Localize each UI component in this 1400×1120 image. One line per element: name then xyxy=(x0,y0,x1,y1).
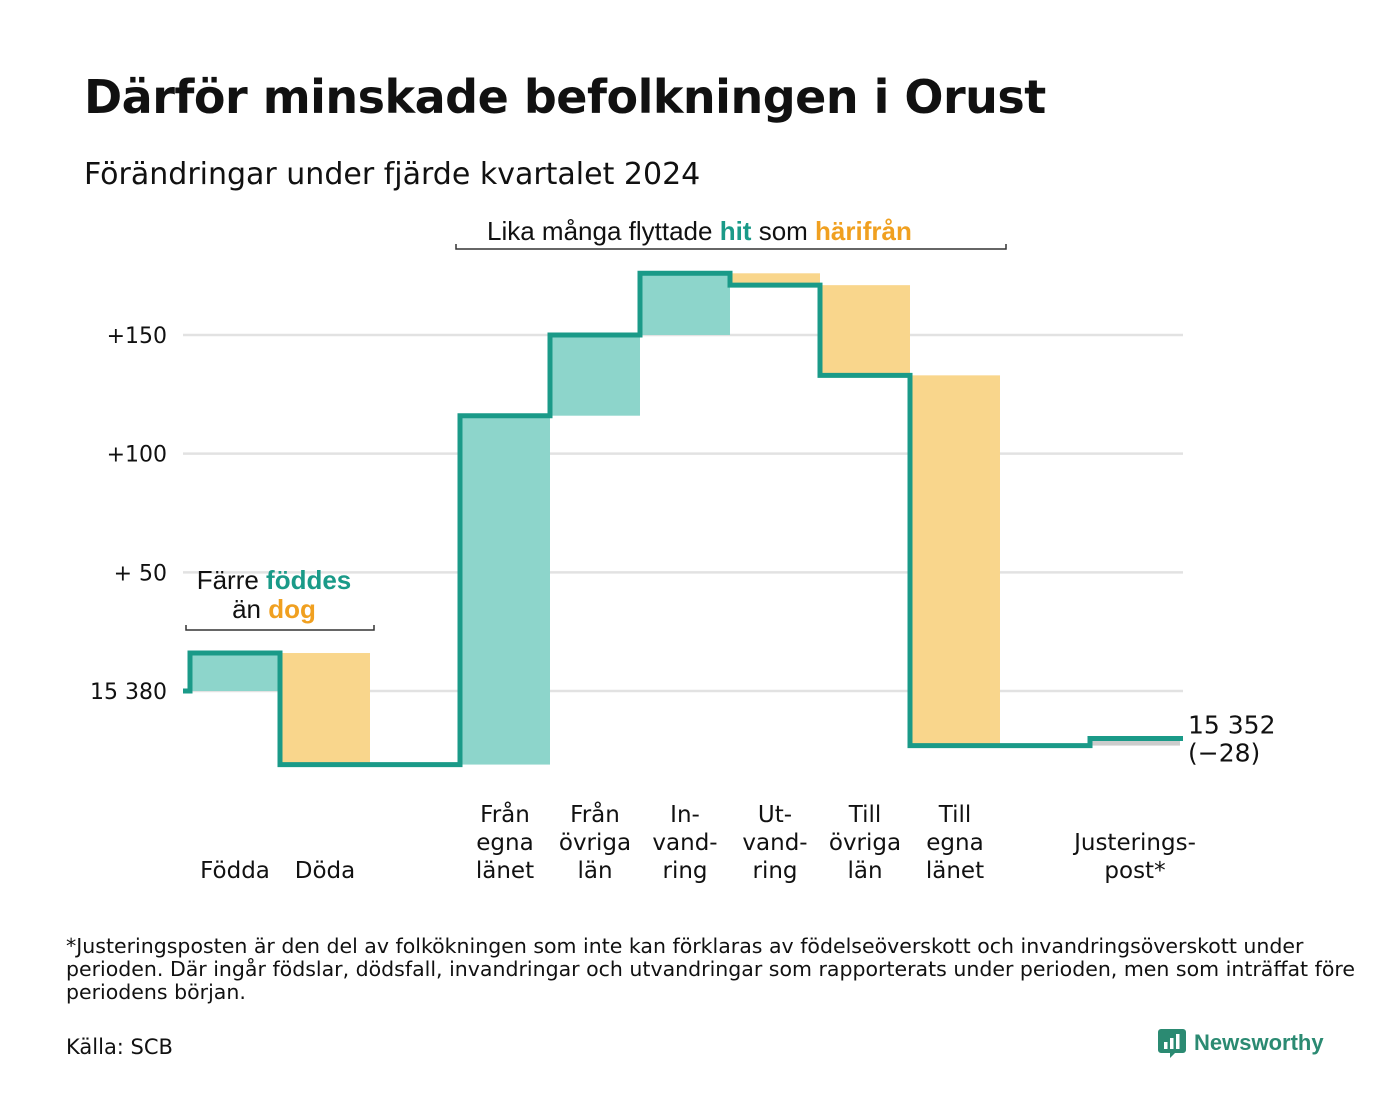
migration-annotation: Lika många flyttade hit som härifrån xyxy=(487,216,912,247)
births-annotation-prefix: Färre xyxy=(196,565,267,595)
bar-från-övriga-län xyxy=(550,335,640,416)
migration-annotation-prefix: Lika många flyttade xyxy=(487,216,720,246)
bar-utvandring xyxy=(730,273,820,286)
brand-name: Newsworthy xyxy=(1194,1030,1324,1055)
chart-title: Därför minskade befolkningen i Orust xyxy=(84,70,1046,124)
footnote: *Justeringsposten är den del av folkökni… xyxy=(66,934,1355,1004)
deaths-annotation-highlight: dog xyxy=(268,594,316,624)
x-category-label: Från xyxy=(570,800,620,828)
deaths-annotation-prefix: än xyxy=(232,594,269,624)
bar-till-egna-länet xyxy=(910,375,1000,746)
x-category-label: länet xyxy=(476,858,534,884)
migration-annotation-in: hit xyxy=(719,216,752,246)
x-category-label: Från xyxy=(480,800,530,828)
x-category-label: övriga xyxy=(559,830,631,856)
x-category-label: ring xyxy=(752,858,797,884)
y-tick-label: +100 xyxy=(107,443,167,468)
migration-annotation-out: härifrån xyxy=(815,216,912,246)
x-category-label: vand- xyxy=(742,830,807,856)
x-category-label: Ut- xyxy=(758,802,792,828)
x-category-label: post* xyxy=(1104,858,1165,884)
bar-från-egna-länet xyxy=(460,415,550,765)
x-category-label: vand- xyxy=(652,830,717,856)
x-category-label: Döda xyxy=(295,858,355,884)
x-category-label: Födda xyxy=(200,858,270,884)
chart-subtitle: Förändringar under fjärde kvartalet 2024 xyxy=(84,157,701,192)
bar-invandring xyxy=(640,273,730,335)
y-tick-label: 15 380 xyxy=(90,680,167,705)
x-category-label: Till xyxy=(938,802,972,828)
x-category-label: län xyxy=(577,858,612,884)
end-value-label: 15 352 xyxy=(1188,710,1275,739)
births-annotation-highlight: föddes xyxy=(266,565,352,595)
source-label: Källa: SCB xyxy=(66,1035,173,1059)
migration-annotation-middle: som xyxy=(751,216,816,246)
x-category-label: egna xyxy=(926,830,983,856)
end-change-label: (−28) xyxy=(1188,738,1260,767)
x-category-label: In- xyxy=(670,802,700,828)
x-category-label: ring xyxy=(662,858,707,884)
x-category-label: län xyxy=(847,858,882,884)
births-annotation: Färre föddes än dog xyxy=(188,566,360,624)
migration-annotation-bracket xyxy=(455,244,1007,250)
x-category-label: Justerings- xyxy=(1072,830,1196,856)
bar-döda xyxy=(280,653,370,765)
x-category-label: Till xyxy=(848,802,882,828)
newsworthy-chart-bubble-icon xyxy=(1158,1029,1186,1058)
bar-justeringspost- xyxy=(1090,738,1180,746)
y-tick-label: + 50 xyxy=(114,561,167,586)
y-tick-label: +150 xyxy=(107,324,167,349)
bar-till-övriga-län xyxy=(820,285,910,376)
births-annotation-bracket xyxy=(185,625,375,631)
x-category-label: egna xyxy=(476,830,533,856)
brand-logo: Newsworthy xyxy=(1158,1027,1324,1059)
x-category-label: övriga xyxy=(829,830,901,856)
x-category-label: länet xyxy=(926,858,984,884)
bar-födda xyxy=(190,653,280,691)
population-line xyxy=(183,270,1183,768)
